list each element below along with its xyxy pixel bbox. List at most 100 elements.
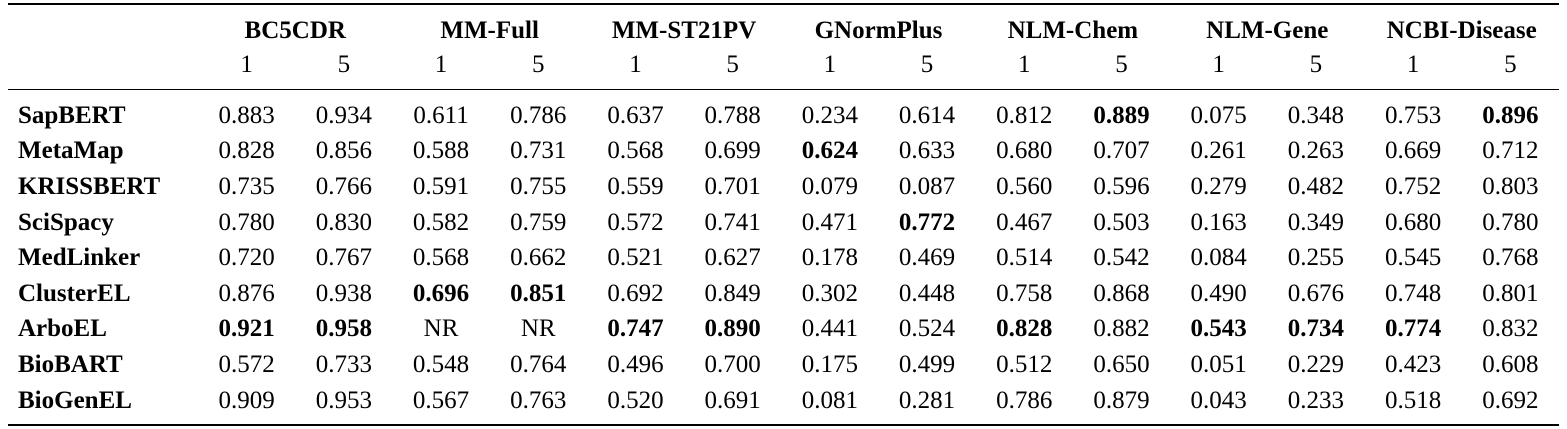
score-cell: 0.503 xyxy=(1093,208,1150,236)
score-cell: 0.700 xyxy=(704,350,761,378)
score-cell: 0.763 xyxy=(489,382,587,427)
score-cell: 0.830 xyxy=(315,208,372,236)
score-cell: 0.883 xyxy=(218,101,275,129)
score-cell: 0.081 xyxy=(781,382,879,427)
score-cell: 0.567 xyxy=(392,382,490,427)
score-cell: 0.490 xyxy=(1190,279,1247,307)
model-name: ArboEL xyxy=(18,315,107,343)
score-cell: 0.591 xyxy=(412,172,470,200)
score-cell: 0.582 xyxy=(412,208,470,236)
score-cell: 0.958 xyxy=(315,315,372,343)
score-cell: 0.637 xyxy=(607,101,664,129)
score-cell: 0.828 xyxy=(218,137,275,165)
score-cell: 0.572 xyxy=(218,350,275,378)
score-cell: 0.720 xyxy=(218,244,275,272)
score-cell: 0.856 xyxy=(315,137,372,165)
score-cell: 0.938 xyxy=(315,279,372,307)
score-cell: 0.772 xyxy=(898,208,956,236)
score-cell: 0.876 xyxy=(218,279,275,307)
score-cell: 0.233 xyxy=(1267,382,1365,427)
score-cell: 0.051 xyxy=(1190,350,1247,378)
k-header: 1 xyxy=(1170,45,1268,90)
model-name: MedLinker xyxy=(18,244,141,272)
score-cell: 0.780 xyxy=(1482,208,1539,236)
results-table: BC5CDR MM-Full MM-ST21PV GNormPlus NLM-Chem N… xyxy=(8,3,1559,427)
table-row: MetaMap 0.828 0.856 0.588 0.731 0.568 0.699 0.6… xyxy=(8,134,1559,170)
table-row: MedLinker 0.720 0.767 0.568 0.662 0.521 0.627 0… xyxy=(8,240,1559,276)
score-cell: 0.680 xyxy=(1384,208,1442,236)
score-cell: 0.896 xyxy=(1482,101,1539,129)
score-cell: 0.624 xyxy=(801,137,858,165)
score-cell: 0.568 xyxy=(607,137,664,165)
score-cell: 0.234 xyxy=(801,101,858,129)
score-cell: 0.774 xyxy=(1384,315,1442,343)
score-cell: 0.780 xyxy=(218,208,275,236)
score-cell: 0.175 xyxy=(801,350,858,378)
score-cell: 0.801 xyxy=(1482,279,1539,307)
score-cell: 0.548 xyxy=(412,350,470,378)
score-cell: 0.753 xyxy=(1384,101,1442,129)
score-cell: 0.521 xyxy=(607,244,664,272)
dataset-header: NLM-Chem xyxy=(1007,17,1139,44)
k-header: 5 xyxy=(1461,45,1559,90)
dataset-header: GNormPlus xyxy=(814,17,943,44)
score-cell: 0.520 xyxy=(586,382,685,427)
table-row: KRISSBERT 0.735 0.766 0.591 0.755 0.559 0.701 0… xyxy=(8,169,1559,205)
score-cell: 0.934 xyxy=(315,101,372,129)
k-header: 1 xyxy=(198,45,296,90)
score-cell: 0.084 xyxy=(1190,244,1247,272)
score-cell: 0.568 xyxy=(412,244,470,272)
table-row: SapBERT 0.883 0.934 0.611 0.786 0.637 0.788 0.2… xyxy=(8,90,1559,134)
dataset-header: MM-ST21PV xyxy=(611,17,757,44)
k-header: 1 xyxy=(781,45,879,90)
score-cell: 0.851 xyxy=(510,279,567,307)
score-cell: 0.423 xyxy=(1384,350,1442,378)
score-cell: 0.588 xyxy=(412,137,470,165)
score-cell: 0.499 xyxy=(898,350,956,378)
dataset-header: MM-Full xyxy=(440,17,539,44)
score-cell: 0.828 xyxy=(996,315,1053,343)
score-cell: 0.766 xyxy=(315,172,372,200)
score-cell: 0.572 xyxy=(607,208,664,236)
score-cell: 0.178 xyxy=(801,244,858,272)
dataset-header: NLM-Gene xyxy=(1206,17,1329,44)
score-cell: 0.676 xyxy=(1287,279,1344,307)
score-cell: 0.909 xyxy=(198,382,296,427)
k-header: 5 xyxy=(489,45,587,90)
score-cell: 0.482 xyxy=(1287,172,1344,200)
score-cell: 0.707 xyxy=(1093,137,1150,165)
score-cell: 0.803 xyxy=(1482,172,1539,200)
score-cell: 0.786 xyxy=(510,101,567,129)
score-cell: 0.543 xyxy=(1190,315,1247,343)
score-cell: 0.514 xyxy=(996,244,1053,272)
score-cell: 0.441 xyxy=(801,315,858,343)
score-cell: 0.542 xyxy=(1093,244,1150,272)
model-name: MetaMap xyxy=(18,137,124,165)
score-cell: 0.469 xyxy=(898,244,956,272)
score-cell: 0.832 xyxy=(1482,315,1539,343)
score-cell: 0.733 xyxy=(315,350,372,378)
table-row: ClusterEL 0.876 0.938 0.696 0.851 0.692 0.849 0… xyxy=(8,276,1559,312)
k-header: 5 xyxy=(295,45,393,90)
score-cell: 0.699 xyxy=(704,137,761,165)
score-cell: 0.680 xyxy=(996,137,1053,165)
k-header: 1 xyxy=(392,45,490,90)
model-name: BioBART xyxy=(18,350,123,378)
score-cell: 0.741 xyxy=(704,208,761,236)
score-cell: 0.349 xyxy=(1287,208,1344,236)
score-cell: 0.868 xyxy=(1093,279,1150,307)
score-cell: 0.614 xyxy=(898,101,956,129)
score-cell: 0.734 xyxy=(1287,315,1344,343)
score-cell: 0.812 xyxy=(996,101,1053,129)
score-cell: 0.758 xyxy=(996,279,1053,307)
table-row: SciSpacy 0.780 0.830 0.582 0.759 0.572 0.741 0.… xyxy=(8,205,1559,241)
score-cell: 0.692 xyxy=(607,279,664,307)
k-header: 1 xyxy=(586,45,685,90)
k-header: 5 xyxy=(1072,45,1171,90)
score-cell: 0.701 xyxy=(704,172,761,200)
score-cell: 0.712 xyxy=(1482,137,1539,165)
table-row: BioBART 0.572 0.733 0.548 0.764 0.496 0.700 0.1… xyxy=(8,347,1559,383)
score-cell: 0.524 xyxy=(898,315,956,343)
